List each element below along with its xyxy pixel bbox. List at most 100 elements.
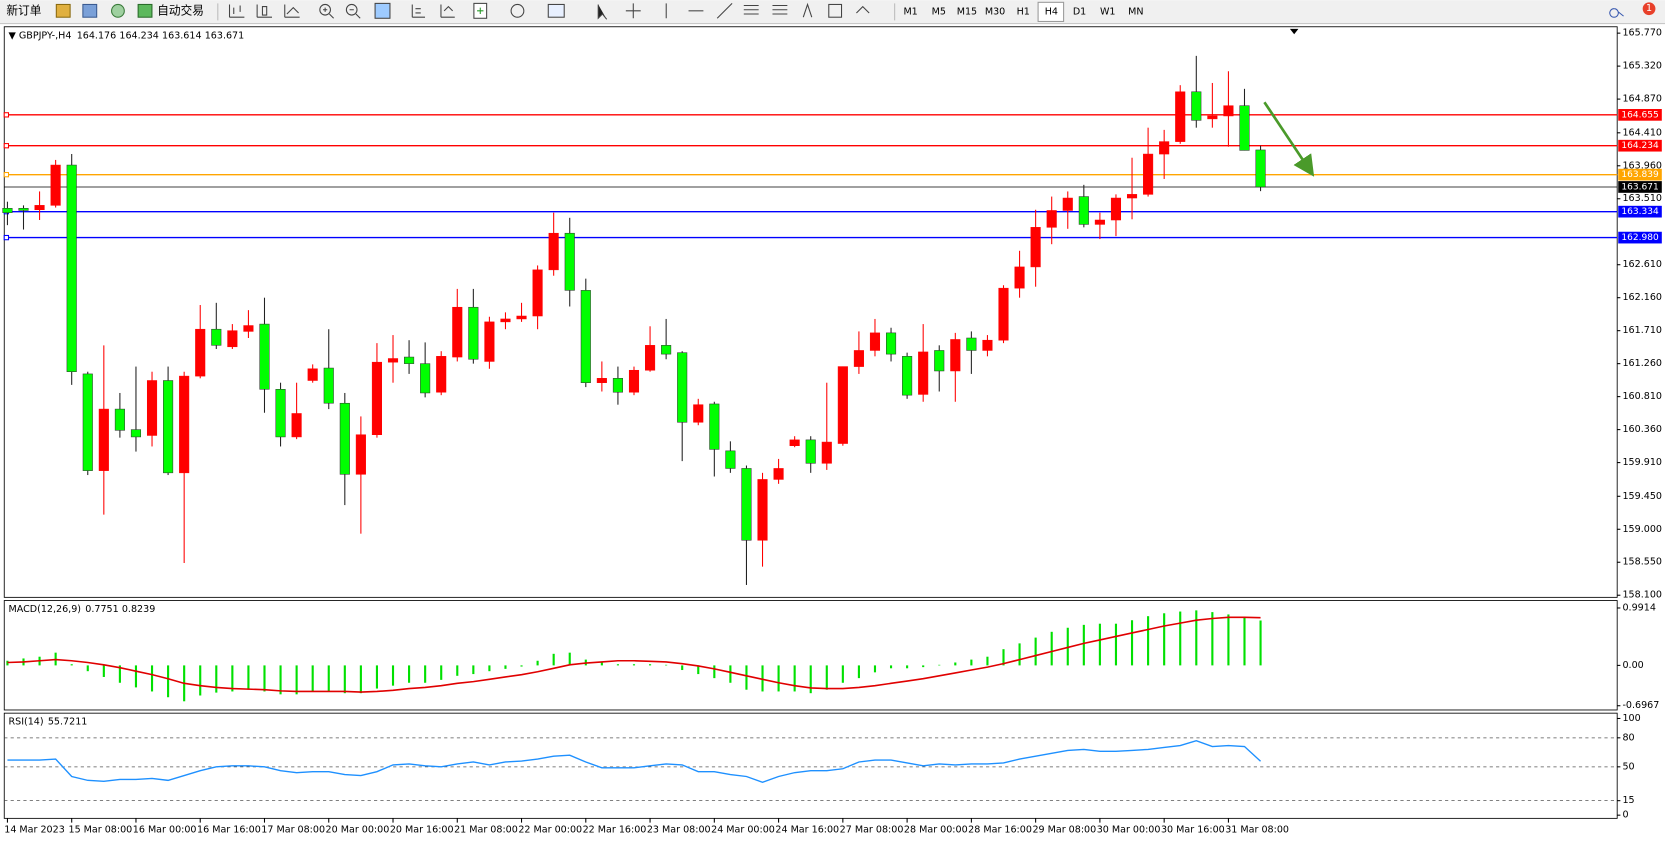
candle-body bbox=[1239, 105, 1250, 151]
auto-trading-button[interactable]: 自动交易 bbox=[157, 3, 204, 17]
y-tick-label: 15 bbox=[1622, 795, 1634, 806]
candle-body bbox=[163, 380, 174, 474]
candle-body bbox=[387, 358, 399, 363]
timeframe-button[interactable]: M30 bbox=[985, 6, 1005, 17]
chart-tools[interactable] bbox=[228, 2, 870, 20]
candle-body bbox=[259, 323, 270, 390]
y-tick-label: 100 bbox=[1622, 713, 1640, 724]
price-tag-label: 163.334 bbox=[1621, 207, 1659, 217]
candle-body bbox=[468, 306, 479, 360]
candle-body bbox=[516, 315, 527, 320]
candle-body bbox=[1175, 91, 1186, 142]
candle-body bbox=[885, 332, 897, 355]
rsi-value: 55.7211 bbox=[48, 716, 87, 727]
candle-body bbox=[82, 373, 93, 471]
candle-body bbox=[34, 205, 45, 211]
price-tag bbox=[1618, 181, 1662, 193]
x-tick-label: 24 Mar 16:00 bbox=[775, 825, 839, 836]
x-tick-label: 17 Mar 08:00 bbox=[261, 825, 325, 836]
x-tick-label: 20 Mar 16:00 bbox=[390, 825, 454, 836]
open-value: 164.176 bbox=[77, 30, 116, 41]
line-handle bbox=[3, 171, 10, 178]
y-tick-label: 0 bbox=[1622, 810, 1628, 821]
candle-body bbox=[1030, 227, 1041, 268]
icon[interactable] bbox=[82, 3, 98, 18]
candle-body bbox=[50, 164, 61, 206]
candle-body bbox=[902, 356, 913, 396]
candle-body bbox=[484, 321, 495, 362]
candle-body bbox=[628, 369, 640, 393]
timeframe-button[interactable]: H1 bbox=[1017, 6, 1030, 17]
x-tick-label: 27 Mar 08:00 bbox=[840, 825, 904, 836]
x-tick-label: 28 Mar 00:00 bbox=[904, 825, 968, 836]
timeframe-button[interactable]: D1 bbox=[1073, 6, 1086, 17]
auto-trading-icon[interactable] bbox=[137, 3, 153, 18]
y-tick-label: 165.320 bbox=[1622, 61, 1661, 72]
candle-body bbox=[612, 378, 623, 393]
candle-body bbox=[1062, 197, 1073, 211]
y-tick-label: 159.000 bbox=[1622, 524, 1661, 535]
notification-count: 1 bbox=[1646, 3, 1652, 14]
candle-body bbox=[114, 408, 125, 431]
candle-body bbox=[693, 404, 704, 423]
macd-title: MACD(12,26,9) bbox=[9, 604, 82, 615]
y-tick-label: 163.510 bbox=[1622, 193, 1661, 204]
price-tag-label: 162.980 bbox=[1621, 233, 1659, 243]
y-tick-label: 158.100 bbox=[1622, 590, 1661, 601]
notification-badge[interactable] bbox=[1642, 2, 1656, 16]
candle-body bbox=[307, 368, 318, 381]
icon[interactable] bbox=[55, 3, 71, 18]
x-tick-label: 22 Mar 16:00 bbox=[583, 825, 647, 836]
candle-body bbox=[452, 306, 463, 358]
candle-body bbox=[436, 356, 447, 393]
x-tick-label: 14 Mar 2023 bbox=[4, 825, 65, 836]
macd-pane bbox=[3, 600, 1618, 711]
candle-body bbox=[645, 345, 656, 371]
candle-body bbox=[789, 439, 800, 446]
candle-body bbox=[773, 468, 784, 480]
candle-body bbox=[1046, 210, 1057, 228]
icon[interactable] bbox=[111, 3, 125, 18]
new-order-button[interactable]: 新订单 bbox=[6, 3, 41, 17]
x-tick-label: 20 Mar 00:00 bbox=[326, 825, 390, 836]
close-value: 163.671 bbox=[205, 30, 244, 41]
annotation-arrow bbox=[1263, 101, 1315, 177]
price-tag bbox=[1618, 231, 1662, 244]
candle-body bbox=[98, 408, 109, 471]
x-tick-label: 22 Mar 00:00 bbox=[518, 825, 582, 836]
candle-body bbox=[757, 479, 768, 541]
candle-body bbox=[179, 375, 190, 474]
candle-body bbox=[709, 403, 720, 450]
y-tick-label: 0.9914 bbox=[1622, 602, 1655, 613]
candle-body bbox=[1159, 141, 1170, 155]
timeframe-button[interactable]: M15 bbox=[957, 6, 977, 17]
candle-body bbox=[1255, 149, 1266, 188]
y-tick-label: 163.960 bbox=[1622, 160, 1661, 171]
candle-body bbox=[548, 232, 559, 271]
rsi-line bbox=[7, 739, 1262, 784]
candle-body bbox=[1094, 219, 1105, 225]
x-tick-label: 21 Mar 08:00 bbox=[454, 825, 518, 836]
timeframe-button[interactable]: H4 bbox=[1045, 6, 1058, 17]
timeframe-button[interactable]: M1 bbox=[903, 6, 917, 17]
x-tick-label: 30 Mar 16:00 bbox=[1161, 825, 1225, 836]
timeframe-button[interactable]: M5 bbox=[932, 6, 946, 17]
signal-value: 0.8239 bbox=[122, 604, 155, 615]
candle-body bbox=[805, 439, 816, 464]
search-icon[interactable] bbox=[1609, 8, 1624, 18]
timeframe-button[interactable]: MN bbox=[1128, 6, 1143, 17]
candle-body bbox=[500, 318, 511, 323]
macd-value: 0.7751 bbox=[85, 604, 118, 615]
candle-body bbox=[420, 363, 431, 394]
price-tag bbox=[1618, 168, 1662, 181]
candle-body bbox=[580, 290, 591, 383]
candle-body bbox=[404, 356, 415, 364]
low-value: 163.614 bbox=[162, 30, 201, 41]
rsi-title: RSI(14) bbox=[9, 716, 44, 727]
price-tag-label: 164.234 bbox=[1621, 141, 1659, 151]
timeframe-button[interactable]: W1 bbox=[1100, 6, 1116, 17]
y-tick-label: 159.910 bbox=[1622, 457, 1661, 468]
price-tag-label: 163.839 bbox=[1621, 170, 1659, 180]
active-timeframe bbox=[1037, 1, 1065, 22]
